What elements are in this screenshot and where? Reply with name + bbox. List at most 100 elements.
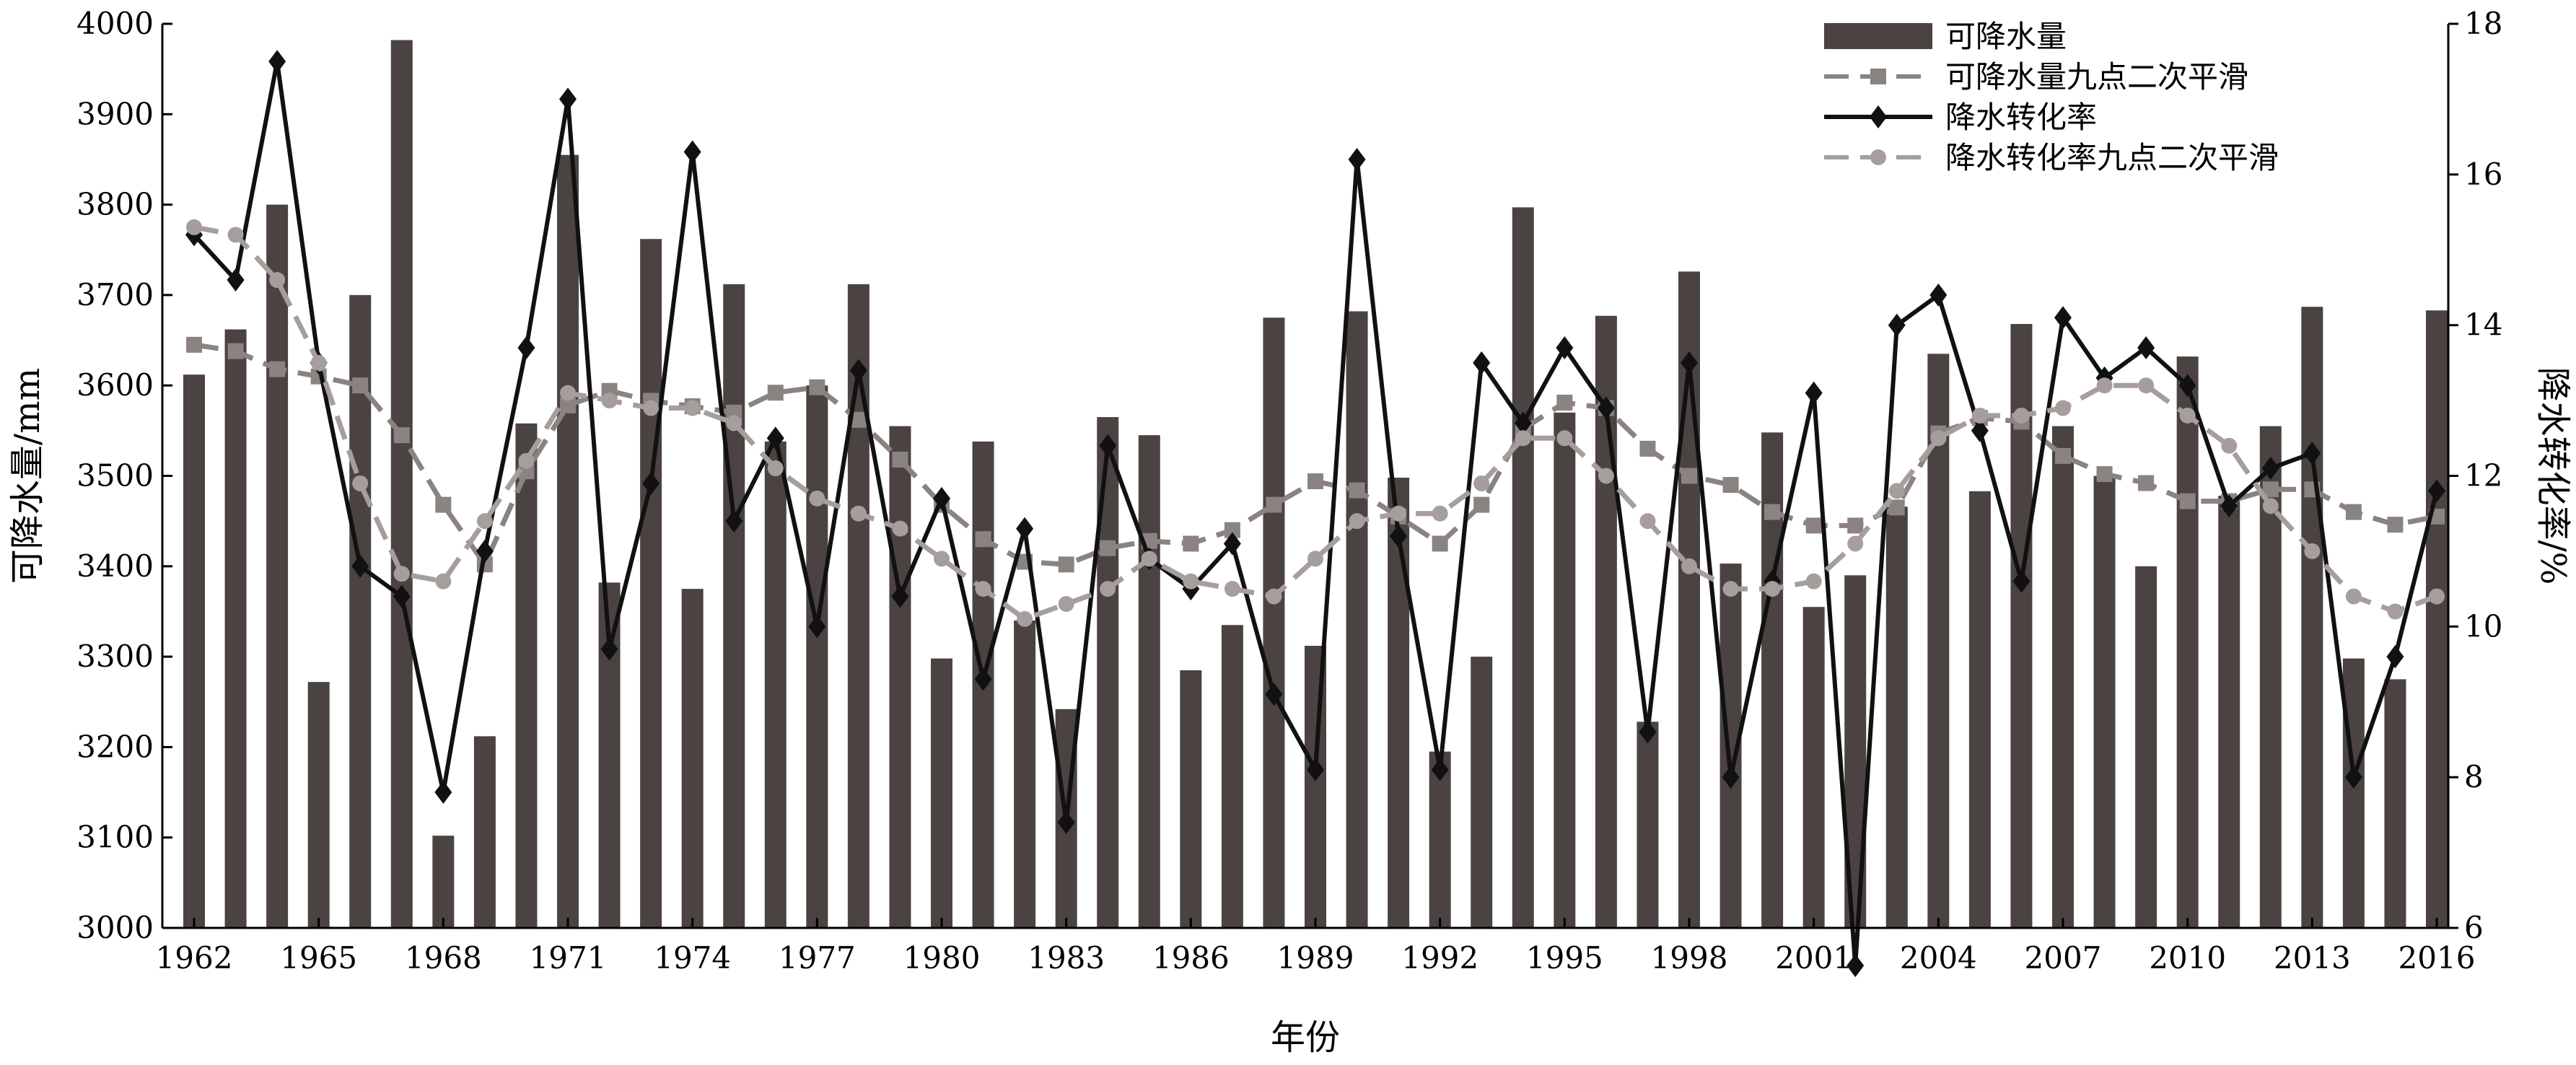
point-2011: [2220, 494, 2238, 518]
bar-1984: [1097, 417, 1119, 928]
x-tick-label-1980: 1980: [903, 940, 981, 976]
point-1987: [1224, 581, 1240, 597]
point-1997: [1639, 513, 1656, 530]
bar-1974: [681, 589, 704, 928]
series-3: [186, 219, 2445, 627]
point-1990: [1349, 513, 1365, 530]
point-1977: [809, 490, 825, 507]
bar-1968: [432, 836, 455, 928]
point-2001: [1805, 517, 1822, 534]
y-tick-label-3000: 3000: [76, 910, 154, 945]
point-2012: [2262, 498, 2279, 514]
point-2000: [1764, 581, 1781, 597]
point-1997: [1639, 440, 1656, 457]
point-1976: [767, 385, 784, 401]
point-2011: [2221, 437, 2238, 454]
bar-2001: [1802, 607, 1825, 928]
point-1974: [683, 140, 701, 164]
y2-tick-label-14: 14: [2464, 307, 2502, 343]
point-2004: [1929, 283, 1948, 307]
bar-1962: [183, 374, 205, 928]
legend-label: 降水转化率九点二次平滑: [1945, 140, 2279, 175]
bar-1967: [390, 40, 413, 929]
point-1964: [268, 50, 286, 74]
point-1976: [767, 460, 784, 477]
point-2013: [2304, 543, 2321, 559]
bar-1964: [266, 204, 289, 929]
y-tick-label-3100: 3100: [76, 820, 154, 855]
y-tick-label-3400: 3400: [76, 548, 154, 584]
point-2001: [1805, 381, 1823, 405]
bar-1963: [224, 329, 247, 928]
legend-marker: [1870, 69, 1886, 84]
point-1970: [517, 336, 535, 359]
point-1975: [725, 509, 743, 533]
point-2012: [2261, 457, 2279, 481]
y2-axis-title: 降水转化率/%: [2533, 367, 2573, 585]
point-1963: [227, 227, 244, 243]
bar-2016: [2426, 310, 2448, 928]
legend-item-4: 降水转化率九点二次平滑: [1824, 140, 2279, 175]
point-1986: [1183, 535, 1199, 552]
point-1986: [1183, 573, 1199, 590]
point-1996: [1598, 468, 1614, 484]
bar-2015: [2384, 679, 2406, 928]
lines-layer: [185, 50, 2445, 978]
point-2001: [1805, 573, 1822, 590]
x-tick-label-1995: 1995: [1526, 940, 1603, 976]
y2-tick-label-8: 8: [2464, 759, 2484, 794]
bar-1997: [1637, 722, 1659, 928]
point-1974: [684, 400, 701, 416]
point-1968: [435, 573, 452, 590]
point-1972: [601, 393, 618, 409]
point-1989: [1307, 473, 1323, 490]
point-2016: [2429, 588, 2445, 605]
point-1984: [1100, 581, 1116, 597]
bar-1975: [723, 284, 745, 928]
point-1976: [766, 426, 784, 450]
point-2009: [2138, 377, 2155, 394]
point-2003: [1888, 313, 1906, 337]
x-tick-label-1989: 1989: [1277, 940, 1354, 976]
point-1995: [1556, 336, 1574, 359]
bar-2009: [2135, 566, 2157, 928]
point-2002: [1846, 954, 1865, 978]
x-tick-label-1971: 1971: [530, 940, 607, 976]
point-2008: [2096, 377, 2113, 394]
y-tick-label-3800: 3800: [76, 187, 154, 222]
point-1983: [1058, 596, 1074, 613]
point-1964: [269, 361, 286, 377]
point-1971: [560, 397, 576, 413]
point-2000: [1764, 504, 1781, 520]
legend-item-3: 降水转化率: [1824, 100, 2097, 135]
point-1995: [1556, 395, 1573, 411]
point-2016: [2428, 479, 2445, 503]
bar-1994: [1512, 207, 1534, 928]
bar-2008: [2093, 475, 2116, 928]
x-tick-label-1992: 1992: [1401, 940, 1478, 976]
bar-1965: [307, 682, 330, 928]
point-1970: [518, 452, 535, 469]
point-1966: [352, 475, 369, 491]
point-2014: [2345, 588, 2362, 605]
point-1968: [435, 496, 452, 513]
x-tick-label-1965: 1965: [280, 940, 357, 976]
point-1969: [476, 539, 494, 563]
point-2009: [2137, 336, 2155, 359]
point-2012: [2262, 481, 2279, 498]
point-1993: [1473, 496, 1490, 513]
point-1962: [186, 336, 202, 353]
point-1998: [1681, 468, 1697, 484]
point-1977: [808, 615, 826, 639]
point-1994: [1514, 411, 1532, 435]
point-2007: [2054, 306, 2072, 330]
point-1979: [892, 451, 908, 468]
point-1980: [933, 486, 950, 510]
legend-label: 可降水量: [1945, 19, 2067, 54]
point-1988: [1265, 683, 1283, 706]
axes-layer: 3000 3100 3200 3300 3400 3500 3600 3700 3800 3900…: [76, 6, 2502, 976]
y-tick-label-3500: 3500: [76, 458, 154, 494]
bar-1970: [515, 423, 538, 928]
legend-marker: [1870, 105, 1887, 128]
y2-tick-label-18: 18: [2464, 6, 2502, 41]
